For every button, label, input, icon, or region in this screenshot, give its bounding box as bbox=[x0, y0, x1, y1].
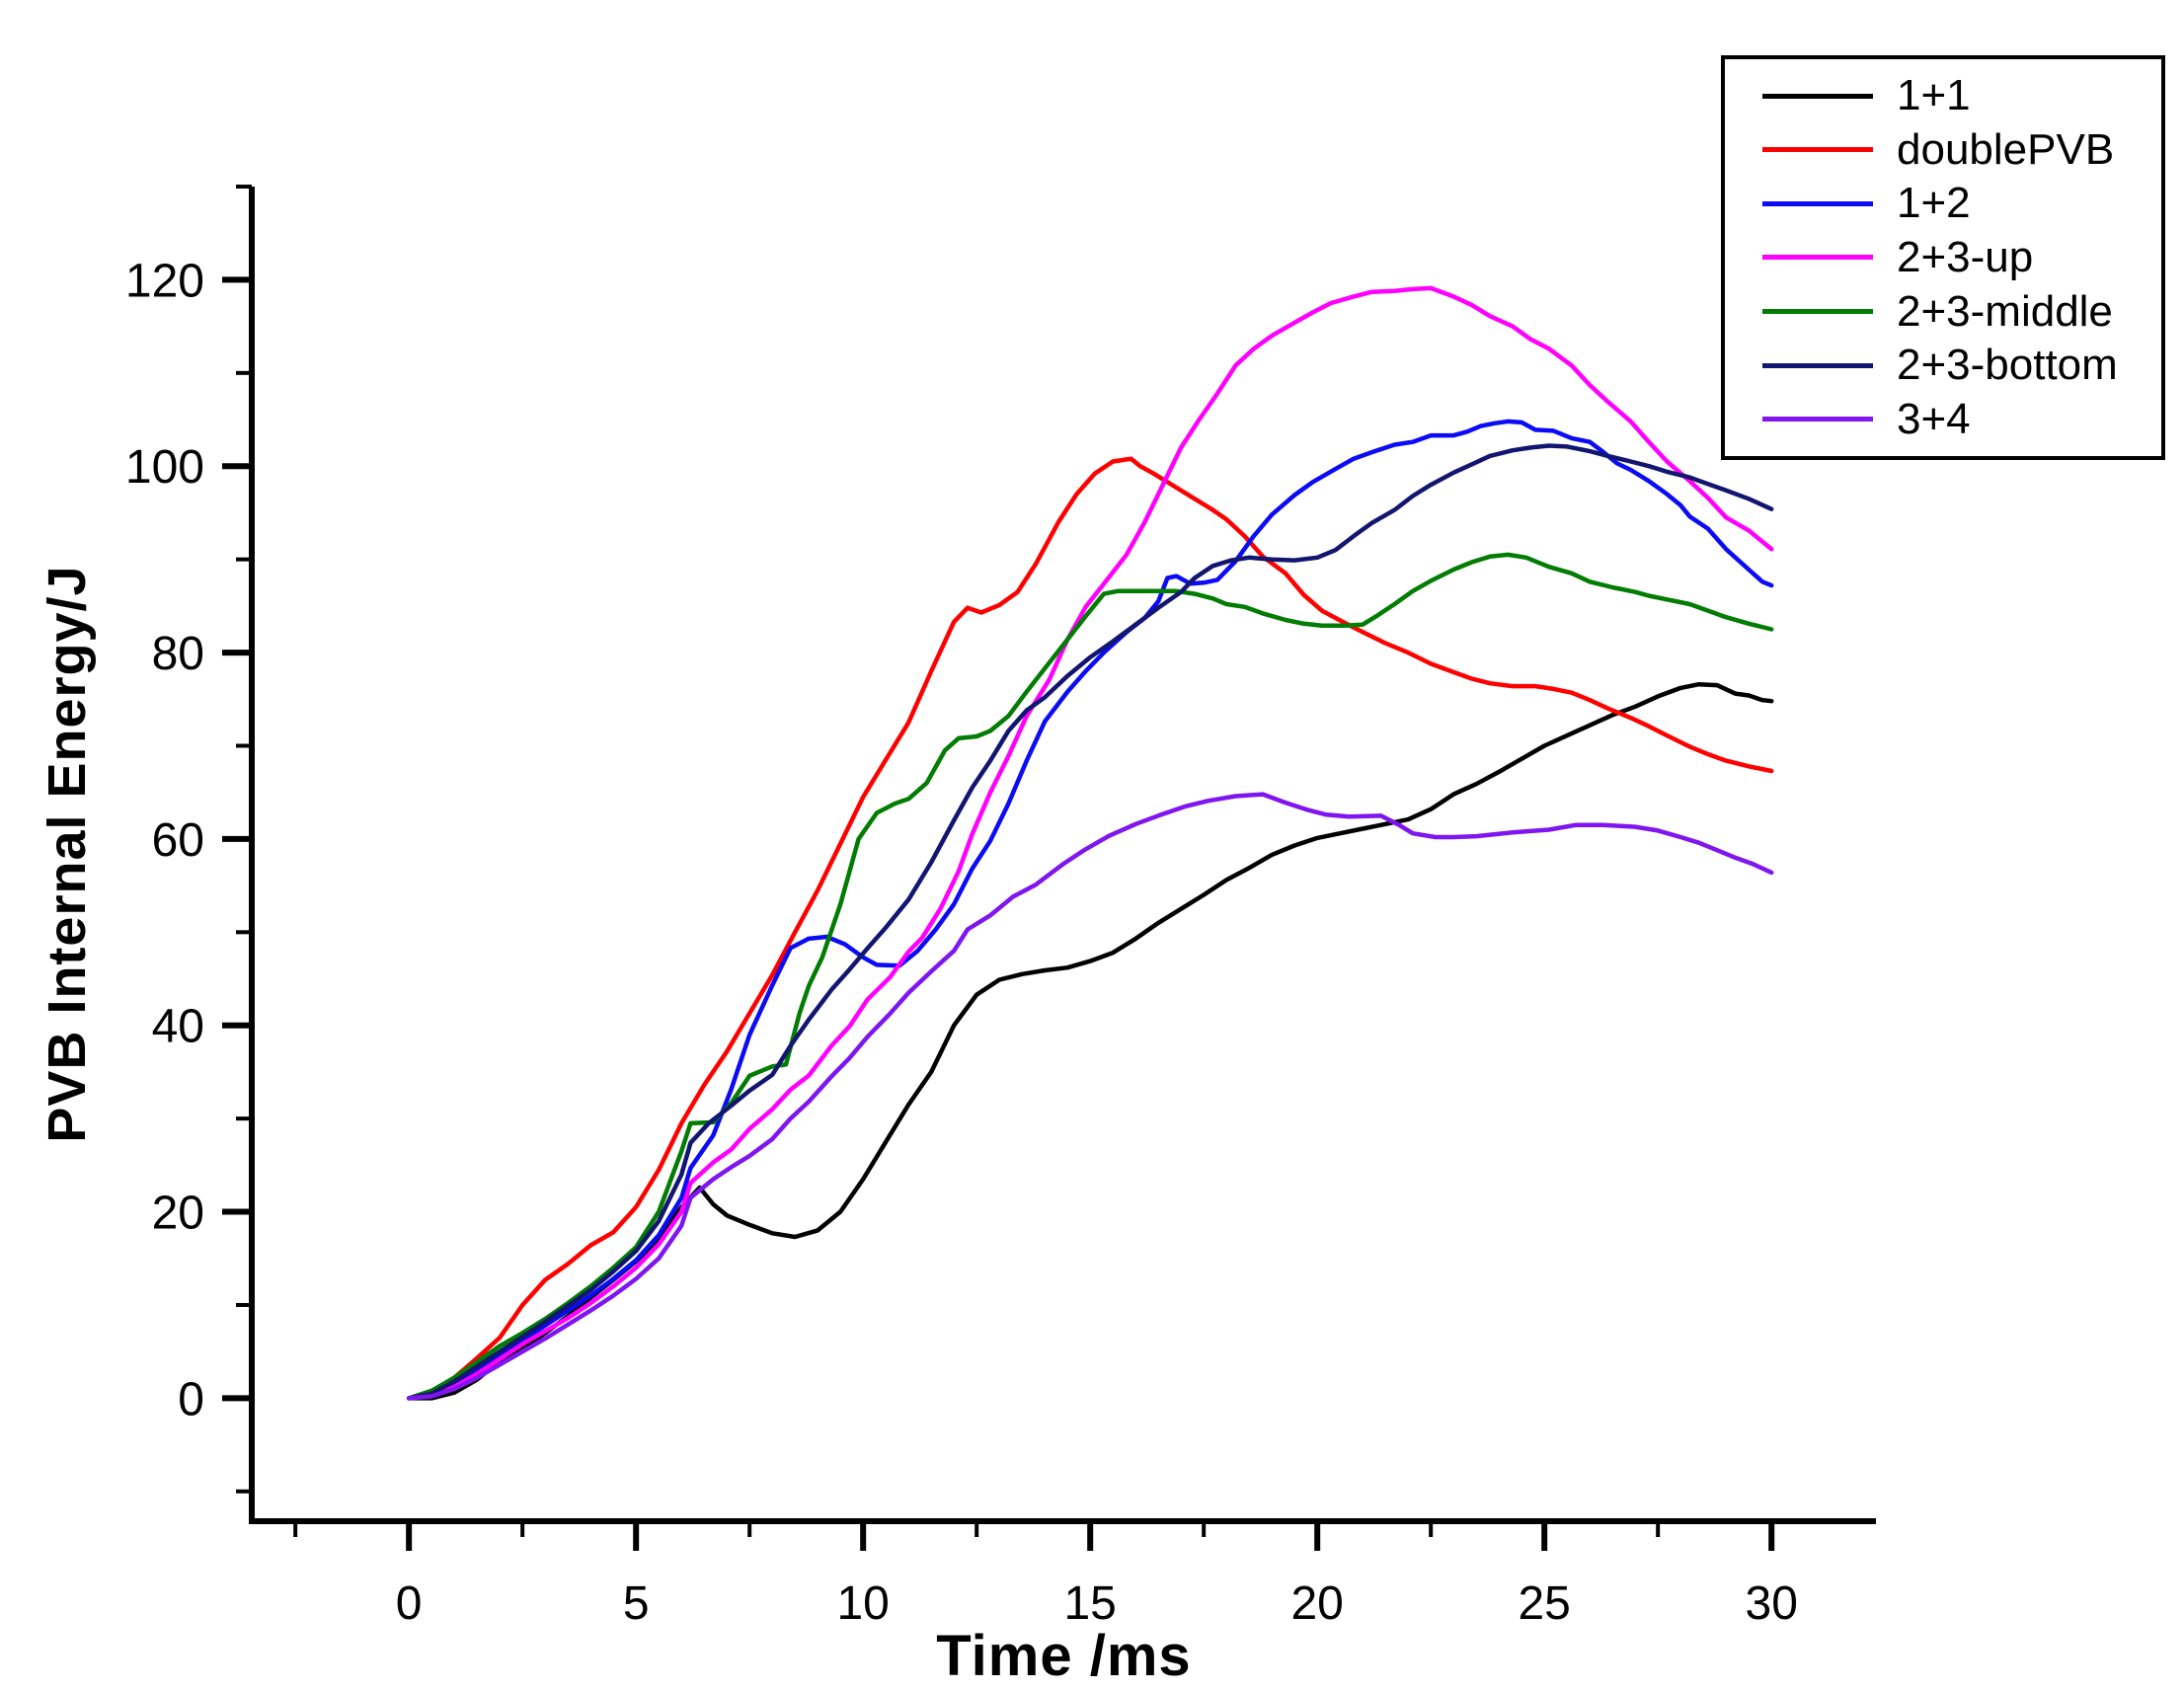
x-axis-title: Time /ms bbox=[936, 1624, 1192, 1688]
legend-item: 1+1 bbox=[1762, 71, 2155, 120]
y-tick-label: 100 bbox=[125, 441, 204, 494]
legend-line-swatch bbox=[1762, 362, 1873, 368]
legend-item-label: 1+2 bbox=[1897, 179, 1971, 228]
legend-line-swatch bbox=[1762, 93, 1873, 99]
legend-item: doublePVB bbox=[1762, 125, 2155, 175]
y-tick-label: 40 bbox=[152, 1001, 204, 1053]
y-tick-label: 0 bbox=[178, 1373, 204, 1425]
series-line-2+3-middle bbox=[406, 552, 1774, 1401]
legend-item: 2+3-bottom bbox=[1762, 341, 2155, 390]
x-tick-label: 30 bbox=[1746, 1577, 1798, 1630]
series-line-3+4 bbox=[406, 792, 1774, 1401]
x-tick-label: 10 bbox=[836, 1577, 889, 1630]
legend-item: 2+3-middle bbox=[1762, 287, 2155, 337]
legend-line-swatch bbox=[1762, 255, 1873, 261]
x-tick-label: 25 bbox=[1518, 1577, 1570, 1630]
x-tick-label: 15 bbox=[1063, 1577, 1116, 1630]
legend-line-swatch bbox=[1762, 309, 1873, 315]
x-tick-label: 20 bbox=[1290, 1577, 1343, 1630]
legend-item-label: doublePVB bbox=[1897, 124, 2115, 174]
y-tick-label: 20 bbox=[152, 1188, 204, 1240]
legend-line-swatch bbox=[1762, 200, 1873, 206]
y-tick-label: 60 bbox=[152, 814, 204, 867]
legend: 1+1 doublePVB 1+2 2+3-up 2+3-middle 2+3-botto… bbox=[1721, 55, 2165, 460]
legend-item-label: 1+1 bbox=[1897, 71, 1971, 120]
series-line-1+1 bbox=[406, 681, 1774, 1401]
x-tick-label: 5 bbox=[623, 1577, 650, 1630]
y-axis-title: PVB Internal Energy/J bbox=[38, 565, 97, 1143]
legend-line-swatch bbox=[1762, 417, 1873, 423]
legend-item: 2+3-up bbox=[1762, 233, 2155, 282]
series-line-2+3-up bbox=[406, 285, 1774, 1401]
series-line-doublePVB bbox=[406, 456, 1774, 1401]
legend-item-label: 2+3-bottom bbox=[1897, 341, 2118, 390]
legend-item-label: 3+4 bbox=[1897, 394, 1971, 443]
legend-item-label: 2+3-up bbox=[1897, 232, 2034, 281]
y-tick-label: 80 bbox=[152, 628, 204, 680]
x-tick-label: 0 bbox=[396, 1577, 423, 1630]
legend-line-swatch bbox=[1762, 147, 1873, 153]
series-line-2+3-bottom bbox=[406, 443, 1774, 1401]
legend-item-label: 2+3-middle bbox=[1897, 286, 2113, 336]
legend-item: 3+4 bbox=[1762, 395, 2155, 444]
y-tick-label: 120 bbox=[125, 255, 204, 307]
series-line-1+2 bbox=[406, 419, 1774, 1401]
legend-item: 1+2 bbox=[1762, 179, 2155, 228]
